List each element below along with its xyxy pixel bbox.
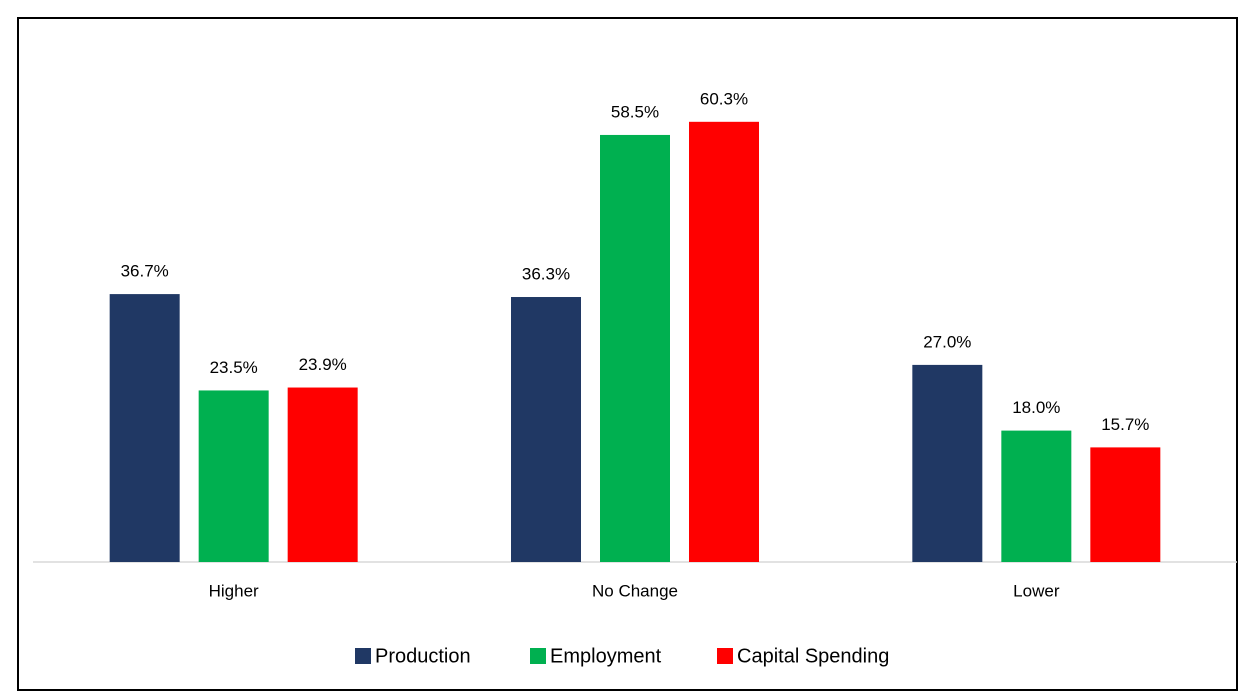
value-label: 23.5% (210, 358, 258, 377)
bar (1001, 430, 1072, 562)
value-label: 58.5% (611, 102, 659, 121)
value-label: 60.3% (700, 89, 748, 108)
value-label: 23.9% (299, 355, 347, 374)
x-tick-label: Higher (209, 581, 259, 600)
x-tick-label: No Change (592, 581, 678, 600)
value-label: 15.7% (1101, 415, 1149, 434)
bar (109, 294, 180, 562)
value-label: 18.0% (1012, 398, 1060, 417)
bar (912, 364, 983, 562)
bar (511, 297, 581, 562)
legend-label: Capital Spending (737, 645, 889, 667)
bar (198, 390, 269, 562)
bar (600, 134, 670, 562)
legend-swatch (530, 648, 546, 664)
value-label: 27.0% (923, 332, 971, 351)
legend-swatch (717, 648, 733, 664)
bar (689, 121, 759, 562)
x-tick-label: Lower (1013, 581, 1060, 600)
legend-swatch (355, 648, 371, 664)
bar (1090, 447, 1161, 562)
bar (287, 387, 358, 562)
value-label: 36.7% (121, 262, 169, 281)
legend-label: Production (375, 645, 471, 667)
value-label: 36.3% (522, 264, 570, 283)
legend-label: Employment (550, 645, 662, 667)
